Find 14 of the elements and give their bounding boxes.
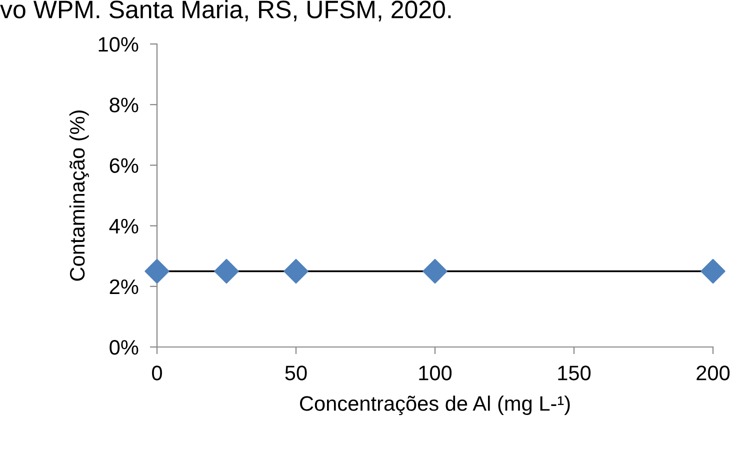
x-axis-title: Concentrações de Al (mg L-¹)	[300, 396, 570, 416]
y-tick-label: 4%	[109, 218, 138, 234]
y-tick-label: 10%	[98, 37, 138, 52]
y-tick-label: 6%	[110, 158, 138, 173]
y-tick-label: 0%	[110, 340, 138, 355]
x-tick-label: 200	[696, 366, 730, 380]
chart-title: vo WPM. Santa Maria, RS, UFSM, 2020.	[0, 0, 451, 22]
x-tick-label: 100	[419, 366, 452, 380]
x-tick-label: 150	[558, 366, 591, 380]
x-tick-label: 50	[285, 366, 307, 380]
x-tick-label: 0	[152, 366, 162, 380]
y-tick-label: 2%	[110, 279, 138, 294]
y-tick-label: 8%	[110, 98, 138, 112]
y-axis-title: Contaminação (%)	[69, 110, 89, 281]
